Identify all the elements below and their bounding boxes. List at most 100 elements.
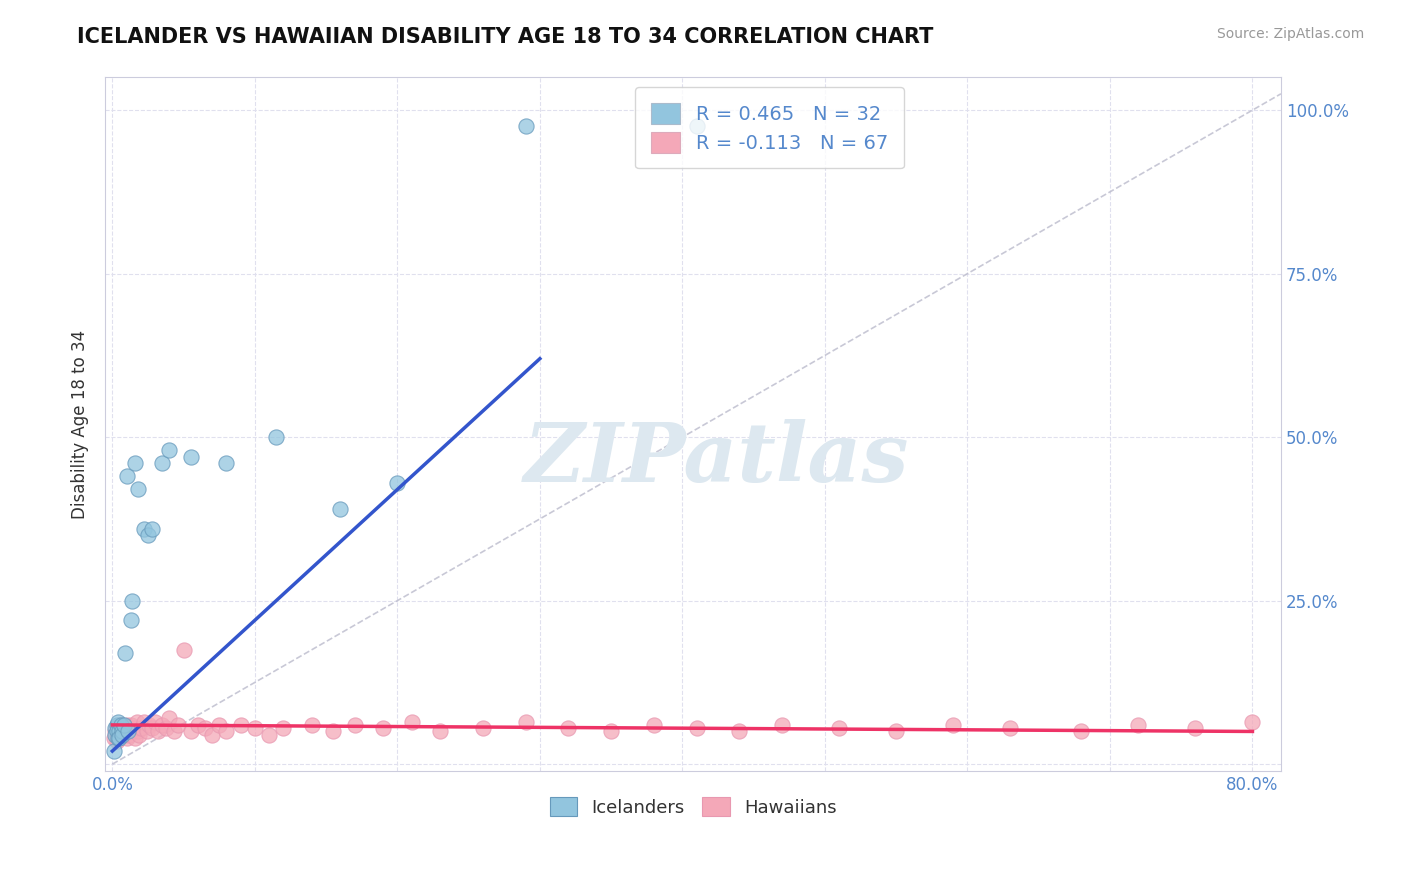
Point <box>115 731 138 745</box>
Point <box>114 646 136 660</box>
Point <box>301 718 323 732</box>
Point <box>322 724 344 739</box>
Point <box>107 714 129 729</box>
Point <box>387 475 409 490</box>
Point <box>173 642 195 657</box>
Point <box>429 724 451 739</box>
Point <box>884 724 907 739</box>
Point <box>135 724 157 739</box>
Point <box>125 714 148 729</box>
Point <box>103 744 125 758</box>
Point <box>107 724 129 739</box>
Point <box>132 522 155 536</box>
Point <box>107 731 129 745</box>
Point <box>329 502 352 516</box>
Point <box>194 721 217 735</box>
Point <box>229 718 252 732</box>
Point <box>114 728 136 742</box>
Point <box>371 721 394 735</box>
Point <box>112 718 135 732</box>
Y-axis label: Disability Age 18 to 34: Disability Age 18 to 34 <box>72 329 89 518</box>
Point <box>201 728 224 742</box>
Point <box>121 593 143 607</box>
Point <box>124 731 146 745</box>
Point <box>1241 714 1264 729</box>
Point <box>108 731 131 745</box>
Point <box>115 718 138 732</box>
Point <box>111 724 134 739</box>
Point <box>138 718 160 732</box>
Point <box>120 613 142 627</box>
Point <box>143 714 166 729</box>
Point <box>117 724 139 739</box>
Point <box>187 718 209 732</box>
Point <box>728 724 751 739</box>
Point <box>136 528 159 542</box>
Point <box>132 714 155 729</box>
Point <box>112 721 135 735</box>
Point <box>155 721 177 735</box>
Point <box>128 728 150 742</box>
Point <box>180 724 202 739</box>
Point <box>1128 718 1150 732</box>
Point <box>273 721 295 735</box>
Text: ZIPatlas: ZIPatlas <box>524 418 910 499</box>
Legend: Icelanders, Hawaiians: Icelanders, Hawaiians <box>543 790 844 824</box>
Point <box>215 456 238 470</box>
Point <box>215 724 238 739</box>
Point <box>108 718 131 732</box>
Point <box>471 721 494 735</box>
Point <box>105 724 128 739</box>
Point <box>110 728 132 742</box>
Point <box>942 718 965 732</box>
Point <box>208 718 231 732</box>
Point <box>264 430 287 444</box>
Point <box>243 721 266 735</box>
Point <box>121 724 143 739</box>
Point <box>115 469 138 483</box>
Point <box>105 734 128 748</box>
Point <box>685 721 707 735</box>
Point <box>146 724 169 739</box>
Point <box>162 724 184 739</box>
Point <box>129 721 152 735</box>
Point <box>515 120 537 134</box>
Point <box>1070 724 1092 739</box>
Point <box>117 721 139 735</box>
Point <box>103 731 125 745</box>
Text: Source: ZipAtlas.com: Source: ZipAtlas.com <box>1216 27 1364 41</box>
Point <box>643 718 665 732</box>
Point <box>111 728 134 742</box>
Point <box>110 718 132 732</box>
Point <box>828 721 851 735</box>
Point <box>600 724 623 739</box>
Point <box>770 718 793 732</box>
Point <box>141 721 163 735</box>
Point <box>108 724 131 739</box>
Point <box>557 721 579 735</box>
Point <box>157 711 180 725</box>
Point <box>127 483 149 497</box>
Point <box>105 718 128 732</box>
Point <box>685 120 707 134</box>
Point <box>180 450 202 464</box>
Point <box>108 731 131 745</box>
Point <box>401 714 423 729</box>
Point <box>515 714 537 729</box>
Point <box>141 522 163 536</box>
Point <box>150 718 173 732</box>
Point <box>104 728 127 742</box>
Point <box>104 724 127 739</box>
Point <box>150 456 173 470</box>
Point <box>157 443 180 458</box>
Point <box>343 718 366 732</box>
Point <box>998 721 1021 735</box>
Point <box>167 718 190 732</box>
Point <box>104 721 127 735</box>
Point <box>122 721 145 735</box>
Point <box>127 724 149 739</box>
Point <box>118 728 141 742</box>
Point <box>111 724 134 739</box>
Point <box>124 456 146 470</box>
Point <box>1184 721 1206 735</box>
